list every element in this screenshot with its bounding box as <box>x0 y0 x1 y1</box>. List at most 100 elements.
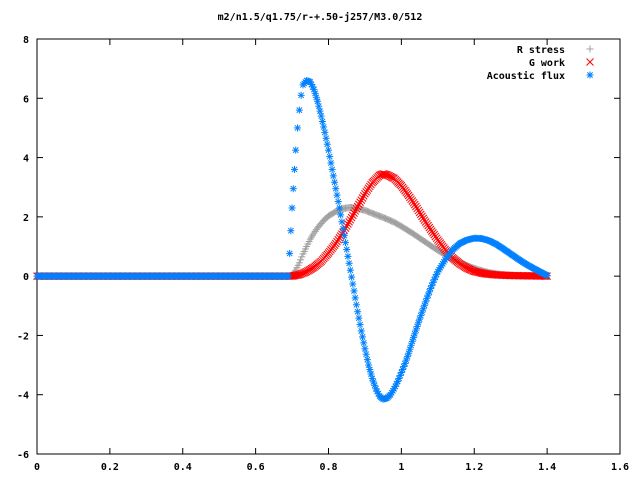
data-point <box>412 202 420 211</box>
data-point <box>416 210 425 219</box>
data-point <box>355 314 363 322</box>
data-point <box>349 280 357 288</box>
data-point <box>318 118 326 126</box>
data-point <box>333 191 341 199</box>
x-tick-label: 1.2 <box>465 462 483 473</box>
data-point <box>362 350 370 358</box>
data-point <box>340 232 348 240</box>
data-point <box>290 165 298 173</box>
data-point <box>355 200 363 209</box>
data-point <box>339 225 347 233</box>
data-point <box>367 370 375 378</box>
data-point <box>310 229 318 237</box>
data-point <box>347 213 356 222</box>
data-point <box>346 266 354 274</box>
data-point <box>294 124 302 132</box>
data-point <box>348 211 357 220</box>
data-point <box>322 134 330 142</box>
data-point <box>320 123 328 131</box>
y-tick-label: 8 <box>23 35 29 46</box>
data-point <box>406 345 414 353</box>
y-tick-label: 6 <box>23 94 29 105</box>
data-point <box>351 207 360 215</box>
data-point <box>295 259 303 267</box>
data-point <box>414 319 422 327</box>
data-point <box>358 194 367 202</box>
data-point <box>359 333 367 341</box>
data-point <box>345 218 354 226</box>
x-tick-label: 1 <box>398 462 404 473</box>
data-point <box>325 146 332 154</box>
data-point <box>359 192 368 200</box>
data-point <box>543 272 551 280</box>
data-point <box>328 165 336 173</box>
data-point <box>365 361 373 369</box>
data-point <box>321 128 329 136</box>
data-point <box>314 97 322 105</box>
data-point <box>297 256 305 264</box>
data-point <box>327 159 335 167</box>
y-tick-label: -2 <box>17 331 29 342</box>
data-point <box>301 268 310 277</box>
data-point <box>354 308 362 316</box>
data-point <box>331 178 339 186</box>
data-point <box>418 212 426 221</box>
data-point <box>284 272 292 280</box>
x-tick-label: 0.6 <box>247 462 265 473</box>
data-point <box>335 204 343 212</box>
data-point <box>415 208 424 217</box>
data-point <box>317 112 325 120</box>
data-point <box>346 215 355 224</box>
series-star <box>33 77 551 403</box>
data-point <box>298 253 306 261</box>
y-tick-label: -6 <box>17 450 29 461</box>
data-point <box>311 89 319 97</box>
axis-ticks <box>36 38 621 455</box>
legend-label: G work <box>529 58 565 69</box>
data-point <box>342 239 350 247</box>
data-point <box>316 107 324 115</box>
data-point <box>356 198 364 207</box>
data-point <box>360 339 368 347</box>
data-point <box>311 227 319 235</box>
data-point <box>297 91 305 99</box>
data-point <box>289 185 297 193</box>
axis-tick-labels: 0 0.2 0.4 0.6 0.8 1 1.2 1.4 1.6 -6 -4 -2 0 2 4 6 8 <box>17 35 629 473</box>
data-point <box>353 202 362 211</box>
legend-label: R stress <box>517 45 565 56</box>
data-point <box>332 185 340 193</box>
data-point <box>345 259 353 267</box>
data-point <box>334 198 342 206</box>
data-point <box>413 322 421 330</box>
data-point <box>357 196 366 204</box>
data-point <box>363 356 371 364</box>
data-point <box>351 294 359 302</box>
data-point <box>405 349 413 357</box>
data-point <box>329 172 337 180</box>
legend-marker <box>586 71 594 79</box>
y-tick-label: 2 <box>23 213 29 224</box>
data-point <box>413 204 422 213</box>
data-point <box>350 287 358 295</box>
data-point <box>348 273 356 281</box>
data-point <box>292 146 300 154</box>
data-point <box>287 227 295 235</box>
data-point <box>338 218 346 226</box>
x-tick-label: 1.6 <box>611 462 629 473</box>
x-tick-label: 0.8 <box>319 462 337 473</box>
data-point <box>344 252 352 260</box>
data-point <box>352 301 360 309</box>
data-point <box>357 327 365 335</box>
data-point <box>427 285 435 293</box>
data-point <box>288 204 296 212</box>
x-tick-label: 0 <box>34 462 40 473</box>
data-point <box>323 140 331 148</box>
data-point <box>337 211 345 219</box>
data-point <box>407 341 415 349</box>
data-point <box>424 291 432 299</box>
y-tick-label: 4 <box>23 154 29 165</box>
data-point <box>312 93 320 101</box>
